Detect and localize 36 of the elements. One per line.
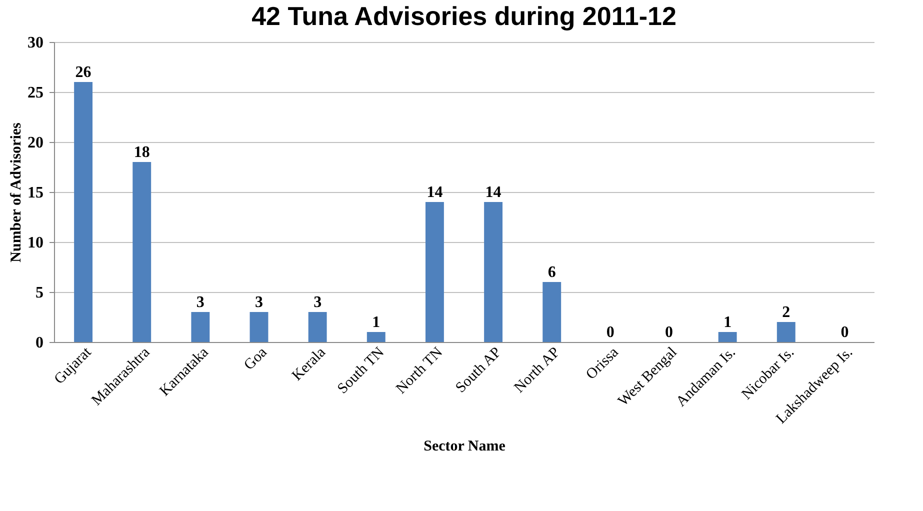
data-label: 1 [372, 314, 380, 331]
y-tick-label: 20 [28, 134, 44, 152]
data-label: 3 [196, 294, 204, 311]
bar [308, 312, 327, 342]
bar [484, 202, 503, 342]
data-label: 14 [485, 184, 502, 201]
data-label: 3 [255, 294, 263, 311]
bar [191, 312, 210, 342]
y-axis-title: Number of Advisories [8, 122, 24, 262]
bar [718, 332, 737, 342]
bar [425, 202, 444, 342]
x-tick-label: Goa [241, 344, 271, 374]
y-tick-label: 0 [36, 334, 44, 352]
y-tick-label: 15 [28, 184, 44, 202]
x-axis-title: Sector Name [424, 438, 506, 454]
bar [74, 82, 93, 342]
data-label: 2 [782, 304, 790, 321]
bar [250, 312, 268, 342]
data-label: 3 [314, 294, 322, 311]
data-label: 6 [548, 264, 556, 281]
bar [132, 162, 152, 342]
data-label: 14 [426, 184, 443, 201]
data-label: 0 [665, 324, 673, 341]
bar [542, 282, 562, 342]
y-tick-label: 25 [28, 84, 44, 102]
y-tick-label: 5 [36, 284, 44, 302]
data-label: 18 [134, 144, 150, 161]
chart-title: 42 Tuna Advisories during 2011-12 [252, 1, 676, 31]
data-label: 0 [840, 324, 849, 341]
data-label: 1 [724, 314, 732, 331]
data-label: 26 [75, 64, 92, 81]
data-label: 0 [606, 324, 614, 341]
bar [366, 332, 386, 342]
bar [776, 322, 796, 342]
y-tick-label: 30 [28, 34, 44, 52]
y-tick-label: 10 [28, 234, 44, 252]
